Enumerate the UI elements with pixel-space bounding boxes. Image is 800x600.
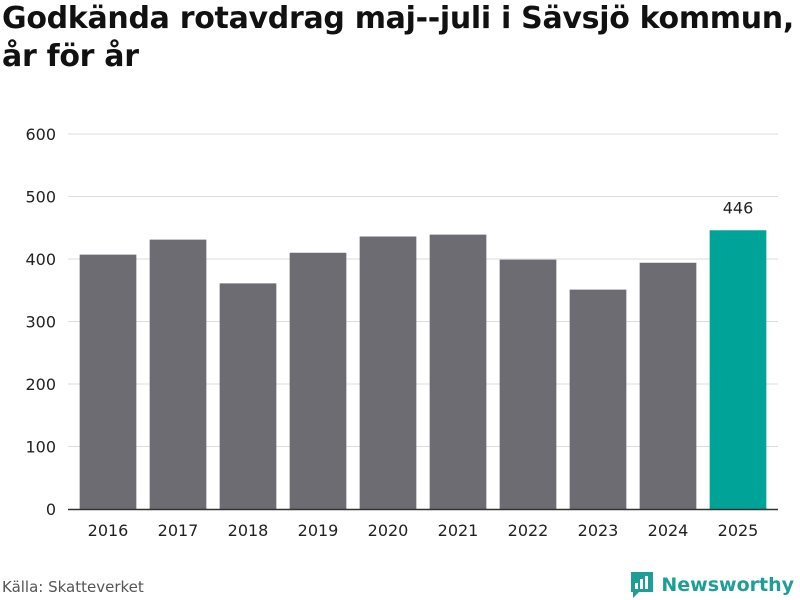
bar [149,239,207,509]
y-tick-label: 600 [25,125,56,144]
bars [79,230,767,509]
x-tick-label: 2025 [718,521,759,540]
x-tick-label: 2020 [368,521,409,540]
y-tick-label: 100 [25,438,56,457]
brand-label: Newsworthy [661,574,794,596]
x-tick-label: 2019 [298,521,339,540]
bar-chart: 0 100 200 300 400 500 600 446 2016 2017 2018 2019… [25,125,778,540]
x-tick-label: 2018 [228,521,269,540]
brand-logo: Newsworthy [629,570,794,600]
bar [499,259,557,509]
x-axis-ticks: 2016 2017 2018 2019 2020 2021 2022 2023 2024 2025 [88,521,759,540]
x-tick-label: 2021 [438,521,479,540]
x-tick-label: 2022 [508,521,549,540]
newsworthy-logo-icon [631,572,654,598]
y-tick-label: 200 [25,375,56,394]
y-tick-label: 400 [25,250,56,269]
bar [79,254,137,509]
x-tick-label: 2017 [158,521,199,540]
bar [289,252,347,509]
y-tick-label: 300 [25,313,56,332]
y-tick-label: 500 [25,188,56,207]
x-tick-label: 2024 [648,521,689,540]
x-tick-label: 2023 [578,521,619,540]
data-label: 446 [723,198,754,217]
y-axis-ticks: 0 100 200 300 400 500 600 [25,125,56,519]
bar [429,234,487,509]
x-tick-label: 2016 [88,521,129,540]
bar [219,283,277,509]
bar [709,230,767,509]
y-tick-label: 0 [46,500,56,519]
bar [569,289,627,509]
bar [639,262,697,509]
bar [359,236,417,509]
source-note: Källa: Skatteverket [2,578,144,596]
chart-title: Godkända rotavdrag maj--juli i Sävsjö ko… [2,1,794,74]
data-labels: 446 [723,198,754,217]
